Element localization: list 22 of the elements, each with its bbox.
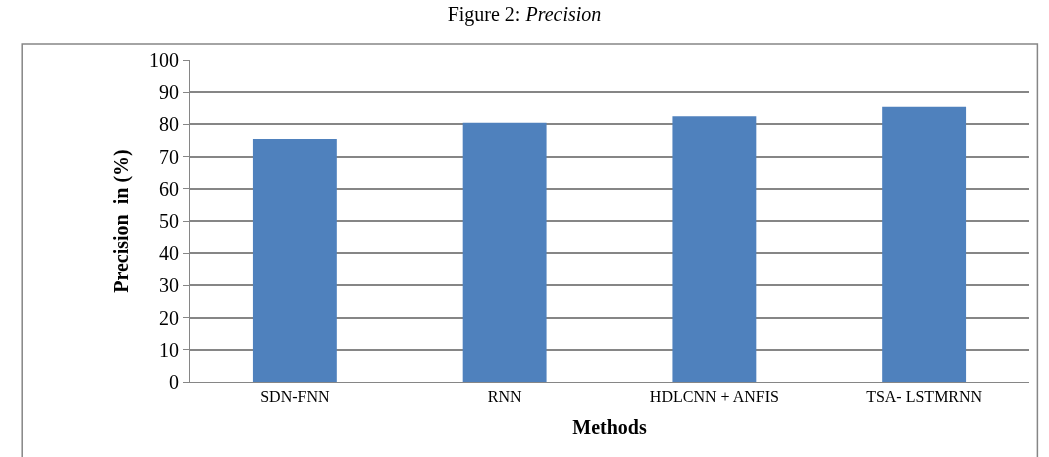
y-tick-label: 90 — [159, 81, 179, 104]
bar — [252, 138, 337, 382]
x-tick-label: HDLCNN + ANFIS — [649, 388, 779, 406]
y-tick-label: 60 — [159, 177, 179, 200]
y-tick-label: 10 — [159, 338, 179, 361]
x-tick-label: RNN — [487, 388, 522, 406]
bar — [672, 116, 757, 382]
y-tick-label: 80 — [159, 113, 179, 136]
y-tick-label: 70 — [159, 145, 179, 168]
y-tick-label: 100 — [149, 49, 179, 71]
bar — [882, 106, 967, 382]
x-axis-title: Methods — [572, 415, 647, 438]
chart-title: Figure 2: Precision — [447, 2, 602, 26]
y-axis-title: Precision in (%) — [109, 149, 133, 293]
y-tick-label: 50 — [159, 210, 179, 232]
bar — [462, 122, 547, 382]
y-tick-label: 0 — [169, 371, 179, 393]
y-tick-label: 20 — [159, 306, 179, 329]
y-tick-label: 40 — [159, 242, 179, 265]
x-tick-label: TSA- LSTMRNN — [866, 388, 983, 406]
x-tick-label: SDN-FNN — [260, 388, 330, 406]
y-tick-label: 30 — [159, 274, 179, 297]
